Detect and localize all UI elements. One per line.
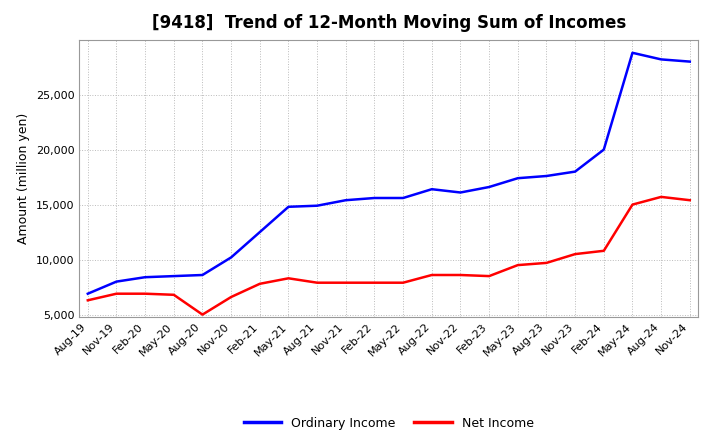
Ordinary Income — [370, 195, 379, 201]
Line: Net Income: Net Income — [88, 197, 690, 315]
Net Income — [341, 280, 350, 285]
Net Income — [513, 262, 522, 268]
Net Income — [600, 248, 608, 253]
Net Income — [628, 202, 636, 207]
Title: [9418]  Trend of 12-Month Moving Sum of Incomes: [9418] Trend of 12-Month Moving Sum of I… — [152, 15, 626, 33]
Ordinary Income — [256, 230, 264, 235]
Net Income — [399, 280, 408, 285]
Ordinary Income — [112, 279, 121, 284]
Ordinary Income — [399, 195, 408, 201]
Net Income — [370, 280, 379, 285]
Net Income — [657, 194, 665, 199]
Y-axis label: Amount (million yen): Amount (million yen) — [17, 113, 30, 244]
Ordinary Income — [657, 57, 665, 62]
Net Income — [485, 273, 493, 279]
Ordinary Income — [84, 291, 92, 297]
Ordinary Income — [571, 169, 580, 174]
Net Income — [198, 312, 207, 317]
Net Income — [256, 281, 264, 286]
Net Income — [571, 251, 580, 257]
Ordinary Income — [456, 190, 465, 195]
Ordinary Income — [312, 203, 321, 208]
Ordinary Income — [341, 198, 350, 203]
Ordinary Income — [542, 173, 551, 179]
Net Income — [284, 275, 293, 281]
Net Income — [227, 294, 235, 300]
Legend: Ordinary Income, Net Income: Ordinary Income, Net Income — [239, 412, 539, 435]
Net Income — [685, 198, 694, 203]
Ordinary Income — [169, 273, 178, 279]
Ordinary Income — [198, 272, 207, 278]
Ordinary Income — [600, 147, 608, 152]
Ordinary Income — [685, 59, 694, 64]
Net Income — [456, 272, 465, 278]
Ordinary Income — [227, 255, 235, 260]
Ordinary Income — [141, 275, 150, 280]
Net Income — [84, 297, 92, 303]
Ordinary Income — [513, 176, 522, 181]
Ordinary Income — [284, 204, 293, 209]
Ordinary Income — [485, 184, 493, 190]
Net Income — [169, 292, 178, 297]
Net Income — [112, 291, 121, 297]
Ordinary Income — [428, 187, 436, 192]
Net Income — [141, 291, 150, 297]
Net Income — [428, 272, 436, 278]
Net Income — [312, 280, 321, 285]
Ordinary Income — [628, 50, 636, 55]
Line: Ordinary Income: Ordinary Income — [88, 53, 690, 294]
Net Income — [542, 260, 551, 265]
